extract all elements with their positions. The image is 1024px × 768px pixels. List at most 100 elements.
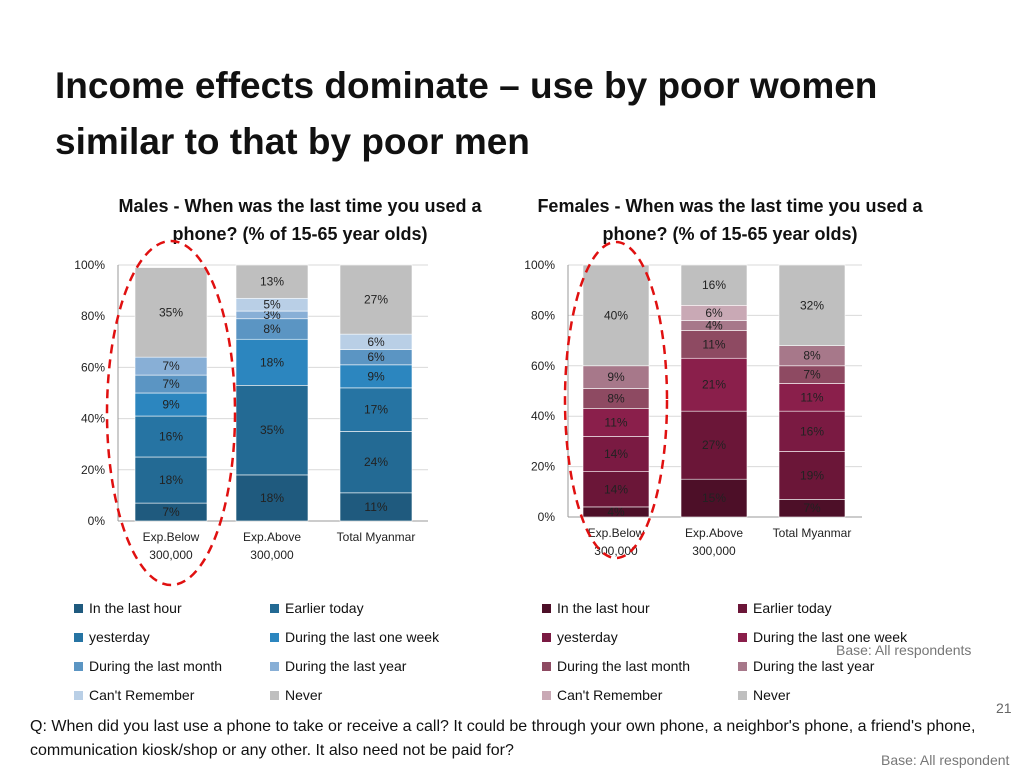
data-label: 27% [702, 438, 726, 452]
data-label: 18% [159, 473, 183, 487]
data-label: 21% [702, 378, 726, 392]
data-label: 8% [607, 392, 625, 406]
bar-segment [680, 478, 748, 518]
y-tick-label: 60% [531, 359, 555, 373]
category-label: Total Myanmar [337, 530, 416, 544]
legend-swatch [542, 661, 551, 671]
y-tick-label: 20% [531, 460, 555, 474]
females-chart-title: Females - When was the last time you use… [537, 196, 923, 244]
legend-label: Earlier today [285, 600, 364, 616]
bar-segment [582, 264, 650, 367]
bar-segment [339, 387, 413, 432]
bar-segment [235, 385, 309, 476]
bar-segment [582, 436, 650, 472]
bar-segment [680, 330, 748, 359]
data-label: 6% [367, 350, 385, 364]
data-label: 24% [364, 455, 388, 469]
legend-label: In the last hour [89, 600, 182, 616]
y-tick-label: 80% [531, 308, 555, 322]
y-tick-label: 80% [81, 309, 105, 323]
males-chart: 0% 20% 40% 60% 80% 100% 7% 18% 16% 9% 7% 7% 35% Exp.B… [74, 258, 428, 562]
highlight-ellipse-females [563, 240, 669, 560]
legend-swatch [74, 690, 83, 700]
data-label: 7% [803, 501, 821, 515]
data-label: 4% [607, 505, 625, 519]
category-label: 300,000 [149, 548, 193, 562]
data-label: 19% [800, 468, 824, 482]
data-label: 8% [803, 349, 821, 363]
bar-segment [680, 264, 748, 306]
legend-swatch [74, 603, 83, 613]
legend-label: yesterday [557, 629, 618, 645]
legend-swatch [270, 661, 279, 671]
legend-item: Never [738, 687, 790, 703]
data-label: 27% [364, 293, 388, 307]
legend-label: Earlier today [753, 600, 832, 616]
legend-label: During the last one week [753, 629, 908, 645]
bar-segment [235, 264, 309, 299]
bar-segment [778, 383, 846, 412]
legend-item: Can't Remember [542, 687, 662, 703]
legend-swatch [542, 632, 551, 642]
legend-label: During the last year [753, 658, 875, 674]
data-label: 9% [607, 370, 625, 384]
legend-label: During the last month [557, 658, 691, 674]
y-tick-label: 0% [538, 510, 556, 524]
legend-swatch [738, 632, 747, 642]
y-tick-label: 40% [81, 412, 105, 426]
bar-segment [235, 338, 309, 386]
bar-segment [680, 410, 748, 480]
slide-title: Income effects dominate – use by poor wo… [55, 65, 878, 162]
data-label: 32% [800, 298, 824, 312]
category-label: 300,000 [692, 544, 736, 558]
bar-segment [778, 264, 846, 346]
legend-item: In the last hour [74, 600, 182, 616]
bar-segment [339, 264, 413, 335]
y-tick-label: 60% [81, 360, 105, 374]
legend-item: Earlier today [270, 600, 364, 616]
females-chart: 0% 20% 40% 60% 80% 100% 4% 14% 14% 11% 8% 9% 40% Exp.… [524, 258, 862, 558]
data-label: 3% [263, 308, 281, 322]
bar-segment [582, 408, 650, 437]
bar-segment [680, 357, 748, 412]
category-label: 300,000 [250, 548, 294, 562]
legend-label: During the last one week [285, 629, 440, 645]
data-label: 35% [260, 423, 284, 437]
data-label: 11% [702, 337, 725, 351]
data-label: 11% [364, 500, 387, 514]
legend-swatch [738, 603, 747, 613]
data-label: 13% [260, 275, 284, 289]
legend-item: During the last month [542, 658, 690, 674]
base-note-top: Base: All respondents [836, 642, 972, 658]
data-label: 14% [604, 447, 628, 461]
data-label: 14% [604, 482, 628, 496]
legend-swatch [738, 690, 747, 700]
data-label: 9% [162, 398, 180, 412]
y-tick-label: 40% [531, 409, 555, 423]
data-label: 16% [159, 430, 183, 444]
legend-item: During the last year [738, 658, 874, 674]
category-label: Exp.Below [588, 526, 645, 540]
data-label: 6% [367, 335, 385, 349]
legend-item: Can't Remember [74, 687, 194, 703]
data-label: 7% [162, 377, 180, 391]
legend-item: In the last hour [542, 600, 650, 616]
data-label: 35% [159, 305, 183, 319]
base-note-bottom: Base: All respondent [881, 752, 1010, 768]
legend-swatch [270, 632, 279, 642]
legend-label: In the last hour [557, 600, 650, 616]
legend-swatch [738, 661, 747, 671]
legend-label: Can't Remember [557, 687, 663, 703]
bar-segment [235, 474, 309, 522]
category-label: Exp.Below [143, 530, 200, 544]
legend-item: Never [270, 687, 322, 703]
data-label: 7% [162, 505, 180, 519]
data-label: 40% [604, 308, 628, 322]
data-label: 17% [364, 403, 388, 417]
legend-swatch [74, 632, 83, 642]
legend-swatch [542, 603, 551, 613]
page-number: 21 [996, 700, 1012, 716]
legend-item: yesterday [542, 629, 618, 645]
y-tick-label: 100% [74, 258, 105, 272]
